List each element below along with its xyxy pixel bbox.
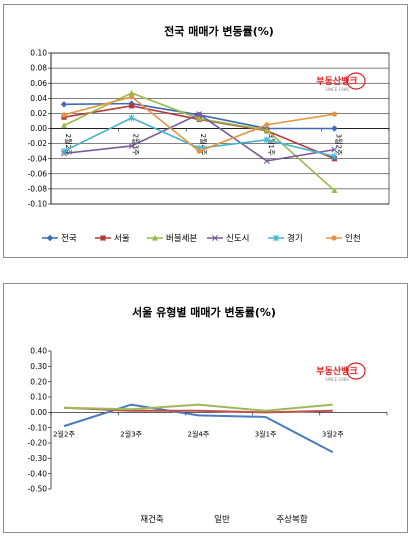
data-point [128, 114, 135, 122]
data-point [196, 148, 202, 154]
legend-label: 인천 [345, 233, 361, 244]
legend-marker [273, 234, 279, 242]
watermark-text: 부동산뱅크 [316, 365, 357, 377]
watermark-subtext: SINCE 1989 [325, 377, 349, 382]
x-category-label: 3월2주 [334, 134, 343, 156]
seoul-type-price-change-chart: 서울 유형별 매매가 변동률(%) 0.40 0.30 0.20 0.10 0.00 -0.… [28, 305, 388, 525]
y-tick-label: -0.08 [28, 185, 48, 194]
legend-marker [212, 235, 218, 241]
legend: 재건축 일반 주상복합 [140, 514, 308, 525]
x-category-label: 2월3주 [132, 134, 141, 156]
x-category-label: 2월4주 [199, 134, 208, 156]
data-point [331, 146, 338, 153]
data-point [196, 115, 203, 122]
x-category-label: 3월2주 [322, 429, 344, 438]
legend-label: 전국 [61, 233, 77, 244]
watermark-circle [346, 72, 366, 90]
x-category-label: 2월2주 [64, 134, 73, 156]
legend-label: 일반 [214, 514, 230, 525]
legend-label: 버블세븐 [166, 233, 197, 244]
x-category-label: 2월2주 [53, 429, 75, 438]
y-tick-label: -0.40 [28, 469, 48, 478]
legend-label: 재건축 [140, 514, 164, 525]
x-category-label: 3월1주 [267, 134, 276, 156]
data-point [61, 147, 67, 155]
series-2 [63, 406, 333, 414]
data-point [331, 125, 338, 132]
y-tick-label: -0.06 [28, 169, 48, 178]
y-tick-label: 0.20 [30, 377, 47, 386]
y-tick-label: 0.30 [30, 362, 47, 371]
y-tick-label: 0.10 [30, 49, 47, 58]
legend-marker [331, 235, 337, 241]
series-line [63, 95, 335, 153]
chart-title: 서울 유형별 매매가 변동률(%) [132, 305, 276, 319]
y-tick-label: -0.02 [28, 139, 48, 148]
data-point [129, 94, 135, 100]
series-3 [63, 403, 333, 412]
legend-marker [100, 235, 106, 241]
y-tick-label: 0.04 [30, 94, 47, 103]
data-point [61, 122, 67, 129]
legend-label: 주상복합 [276, 514, 307, 525]
data-point [263, 126, 270, 133]
y-tick-label: 0.10 [30, 393, 47, 402]
series-line [63, 403, 334, 454]
data-point [128, 89, 135, 96]
y-tick-label: 0.06 [30, 79, 47, 88]
chart-title: 전국 매매가 변동률(%) [164, 24, 274, 38]
legend-marker [152, 234, 158, 241]
series-4 [61, 111, 338, 164]
watermark-circle [346, 362, 366, 380]
legend-label: 경기 [287, 233, 303, 244]
data-point [331, 111, 337, 117]
national-price-change-chart: 전국 매매가 변동률(%) 0.10 0.08 0.06 0.04 0.02 0.00 -0.… [28, 24, 390, 244]
legend-marker [46, 234, 54, 242]
watermark-text: 부동산뱅크 [316, 75, 357, 87]
y-tick-label: -0.10 [28, 423, 48, 432]
x-category-label: 3월1주 [255, 429, 277, 438]
watermark-subtext: SINCE 1989 [325, 87, 349, 92]
y-tick-label: -0.50 [28, 485, 48, 494]
series-3 [61, 89, 338, 194]
y-tick-label: 0.00 [30, 124, 47, 133]
y-tick-label: -0.10 [28, 200, 48, 209]
data-point [331, 153, 338, 160]
legend-label: 서울 [114, 234, 130, 244]
data-point [263, 136, 270, 144]
data-point [196, 111, 203, 118]
legend: 전국 서울 버블세븐 신도시 경기 인천 [42, 233, 361, 244]
data-point [61, 112, 67, 118]
y-tick-label: -0.04 [28, 154, 48, 163]
y-tick-label: 0.08 [30, 64, 47, 73]
series-line [63, 406, 333, 414]
data-point [263, 157, 270, 164]
y-tick-label: -0.20 [28, 439, 48, 448]
chart-panel-seoul-type: 서울 유형별 매매가 변동률(%) 0.40 0.30 0.20 0.10 0.00 -0.… [3, 283, 408, 533]
chart-panel-national: 전국 매매가 변동률(%) 0.10 0.08 0.06 0.04 0.02 0.00 -0.… [3, 4, 408, 258]
y-tick-label: 0.02 [30, 109, 47, 118]
data-point [264, 122, 270, 128]
data-point [331, 187, 338, 194]
x-category-label: 2월4주 [188, 429, 210, 438]
y-tick-label: -0.30 [28, 454, 48, 463]
y-tick-label: 0.40 [30, 347, 47, 356]
series-1 [63, 403, 334, 454]
data-point [60, 101, 68, 108]
x-category-label: 2월3주 [120, 429, 142, 438]
legend-label: 신도시 [226, 234, 249, 244]
series-6 [61, 94, 337, 154]
data-point [129, 103, 135, 109]
y-tick-label: 0.00 [30, 408, 47, 417]
series-line [63, 403, 333, 412]
data-point [128, 142, 135, 149]
